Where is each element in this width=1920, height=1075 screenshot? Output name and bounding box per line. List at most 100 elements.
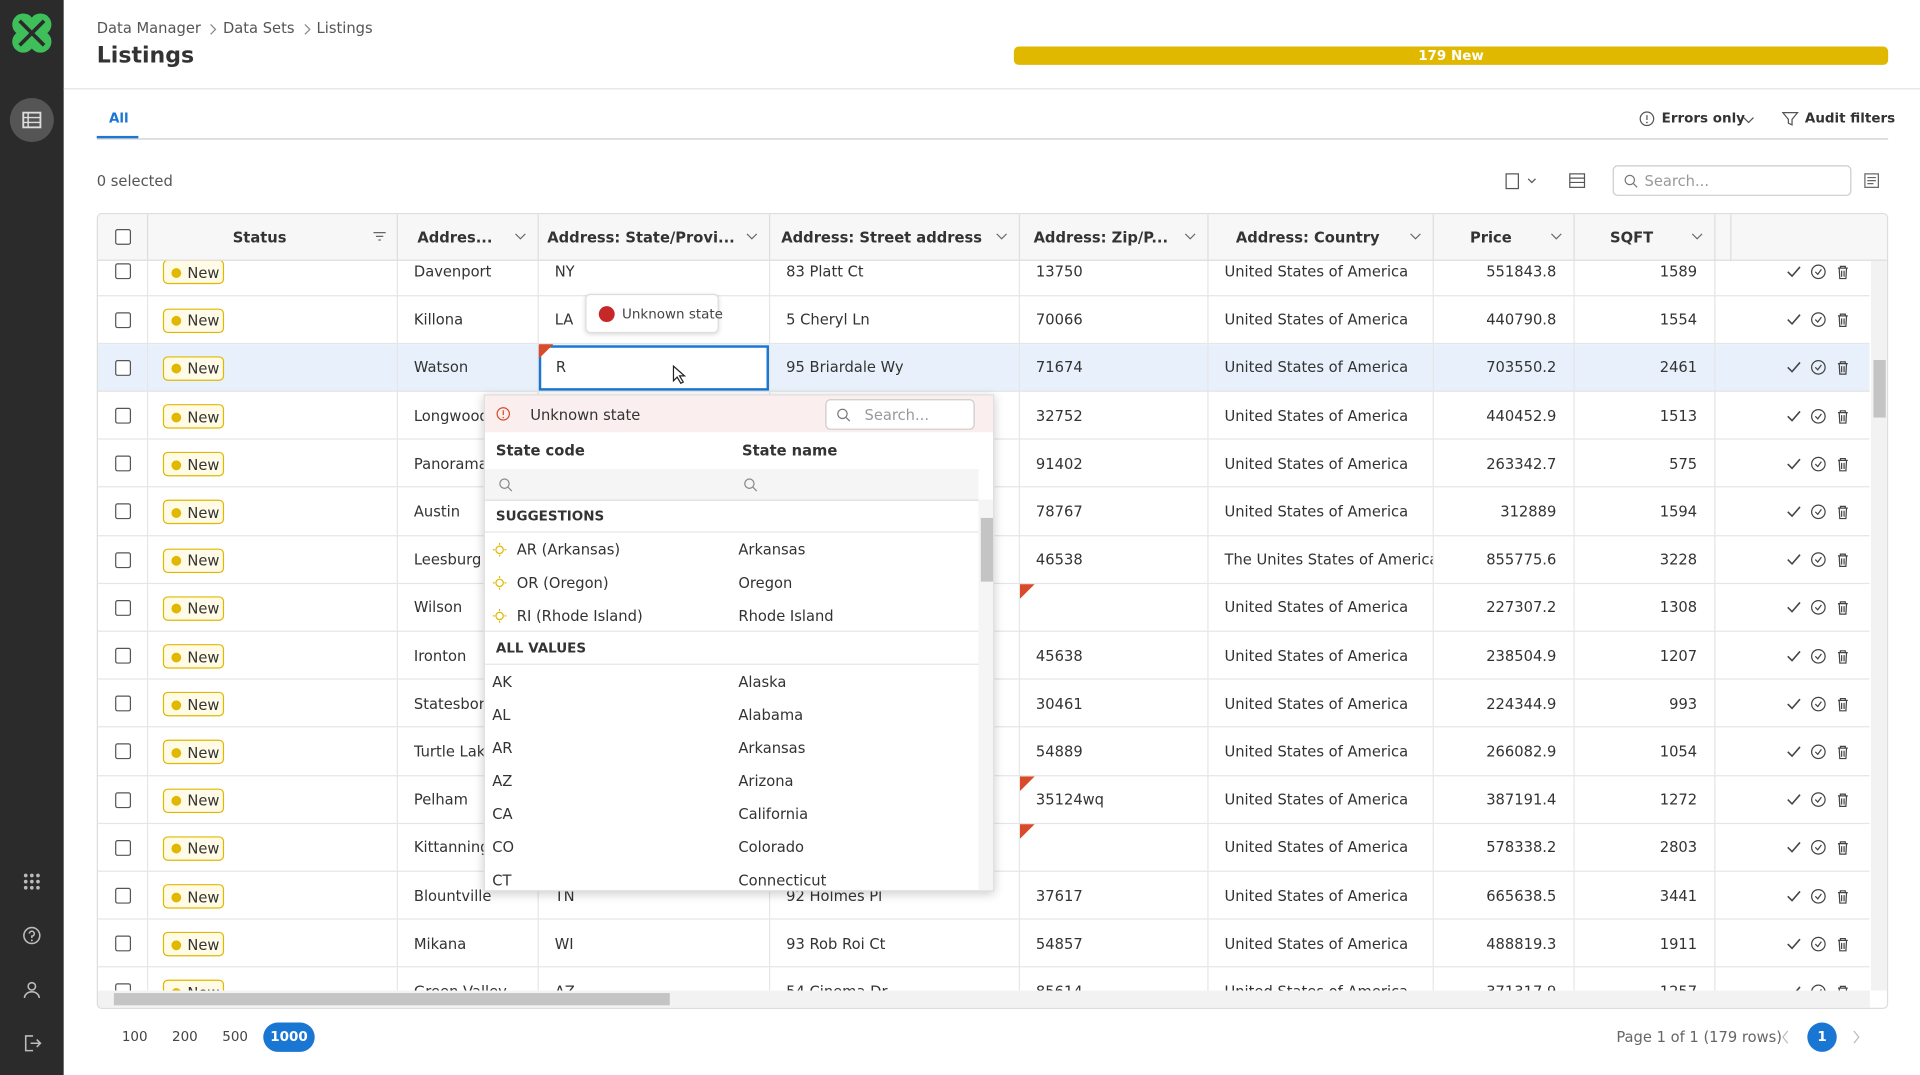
row-action[interactable] xyxy=(1785,311,1802,328)
column-header[interactable]: Status xyxy=(232,228,287,247)
value-name[interactable]: Alaska xyxy=(738,673,787,691)
row-action[interactable] xyxy=(1785,743,1802,760)
settings-icon[interactable] xyxy=(1864,173,1880,189)
checkbox[interactable] xyxy=(115,695,132,712)
value-code[interactable]: CA xyxy=(492,805,513,823)
page-size[interactable]: 200 xyxy=(163,1022,207,1051)
status-badge[interactable]: New xyxy=(162,452,225,477)
column-menu[interactable] xyxy=(513,229,528,244)
column-header[interactable]: Address: Zip/P... xyxy=(1033,228,1169,247)
row-action[interactable] xyxy=(1834,599,1851,616)
row-action[interactable] xyxy=(1810,839,1827,856)
row-action[interactable] xyxy=(1834,407,1851,424)
row-action[interactable] xyxy=(1810,407,1827,424)
tab[interactable]: All xyxy=(108,110,129,127)
status-badge[interactable]: New xyxy=(162,980,225,991)
row-action[interactable] xyxy=(1810,359,1827,376)
row-action[interactable] xyxy=(1834,983,1851,991)
checkbox[interactable] xyxy=(115,599,132,616)
value-name[interactable]: Arkansas xyxy=(738,739,806,757)
value-name[interactable]: California xyxy=(738,805,809,823)
column-menu[interactable] xyxy=(744,229,759,244)
nav-data-sets[interactable] xyxy=(9,97,54,143)
row-action[interactable] xyxy=(1810,263,1827,280)
row-action[interactable] xyxy=(1785,503,1802,520)
value-name[interactable]: Arizona xyxy=(738,772,794,790)
row-action[interactable] xyxy=(1785,887,1802,904)
suggestion-code[interactable]: AR (Arkansas) xyxy=(516,541,621,559)
row-action[interactable] xyxy=(1834,935,1851,952)
export-icon[interactable] xyxy=(1504,171,1541,191)
status-badge[interactable]: New xyxy=(162,548,225,573)
row-action[interactable] xyxy=(1834,263,1851,280)
v-scroll-thumb[interactable] xyxy=(1873,360,1886,418)
row-action[interactable] xyxy=(1785,551,1802,568)
cell-editor[interactable] xyxy=(538,345,769,391)
value-code[interactable]: AR xyxy=(492,739,513,757)
page-button[interactable]: 1 xyxy=(1807,1022,1837,1052)
column-menu[interactable] xyxy=(1690,229,1705,244)
row-action[interactable] xyxy=(1810,791,1827,808)
row-action[interactable] xyxy=(1834,551,1851,568)
audit-filters[interactable]: Audit filters xyxy=(1804,110,1896,127)
status-badge[interactable]: New xyxy=(162,644,225,669)
row-action[interactable] xyxy=(1810,695,1827,712)
status-badge[interactable]: New xyxy=(162,740,225,765)
column-menu[interactable] xyxy=(1408,229,1423,244)
value-code[interactable]: AL xyxy=(492,706,511,724)
column-menu[interactable] xyxy=(1183,229,1198,244)
checkbox[interactable] xyxy=(115,551,132,568)
nav-icon[interactable] xyxy=(22,872,42,892)
column-header[interactable]: SQFT xyxy=(1610,228,1654,247)
status-badge[interactable]: New xyxy=(162,596,225,621)
row-action[interactable] xyxy=(1785,935,1802,952)
row-action[interactable] xyxy=(1834,887,1851,904)
column-menu[interactable] xyxy=(1549,229,1564,244)
row-action[interactable] xyxy=(1834,743,1851,760)
row-action[interactable] xyxy=(1785,359,1802,376)
row-action[interactable] xyxy=(1785,599,1802,616)
row-action[interactable] xyxy=(1810,455,1827,472)
row-action[interactable] xyxy=(1810,743,1827,760)
editor-value[interactable]: R xyxy=(555,359,567,377)
row-action[interactable] xyxy=(1785,695,1802,712)
checkbox[interactable] xyxy=(115,359,132,376)
nav-icon[interactable] xyxy=(22,1033,42,1053)
column-header[interactable]: Address: Country xyxy=(1235,228,1380,247)
h-scroll-thumb[interactable] xyxy=(113,993,670,1006)
column-menu[interactable] xyxy=(994,229,1009,244)
suggestion-name[interactable]: Oregon xyxy=(738,574,793,592)
checkbox[interactable] xyxy=(115,407,132,424)
status-badge[interactable]: New xyxy=(162,260,225,285)
dropdown-search[interactable]: Search... xyxy=(825,399,975,430)
column-header[interactable]: Address: Street address xyxy=(781,228,982,247)
page-size[interactable]: 1000 xyxy=(263,1022,315,1052)
value-name[interactable]: Alabama xyxy=(738,706,804,724)
suggestion-code[interactable]: OR (Oregon) xyxy=(516,574,609,592)
breadcrumb-item[interactable]: Data Manager xyxy=(96,19,201,37)
row-action[interactable] xyxy=(1834,503,1851,520)
status-badge[interactable]: New xyxy=(162,356,225,381)
status-badge[interactable]: New xyxy=(162,932,225,957)
status-badge[interactable]: New xyxy=(162,404,225,429)
row-action[interactable] xyxy=(1834,695,1851,712)
row-action[interactable] xyxy=(1785,983,1802,991)
checkbox[interactable] xyxy=(115,839,132,856)
row-action[interactable] xyxy=(1810,647,1827,664)
row-action[interactable] xyxy=(1834,791,1851,808)
row-action[interactable] xyxy=(1834,647,1851,664)
row-action[interactable] xyxy=(1785,263,1802,280)
status-badge[interactable]: New xyxy=(162,308,225,333)
checkbox[interactable] xyxy=(115,311,132,328)
checkbox[interactable] xyxy=(115,455,132,472)
checkbox[interactable] xyxy=(115,983,132,991)
row-action[interactable] xyxy=(1785,839,1802,856)
status-badge[interactable]: New xyxy=(162,836,225,861)
next-page[interactable] xyxy=(1850,1029,1862,1046)
checkbox[interactable] xyxy=(115,791,132,808)
errors-filter[interactable]: Errors only xyxy=(1661,110,1745,127)
suggestion-name[interactable]: Rhode Island xyxy=(738,607,834,625)
nav-icon[interactable] xyxy=(22,980,42,1000)
row-action[interactable] xyxy=(1785,407,1802,424)
value-code[interactable]: AZ xyxy=(492,772,513,790)
